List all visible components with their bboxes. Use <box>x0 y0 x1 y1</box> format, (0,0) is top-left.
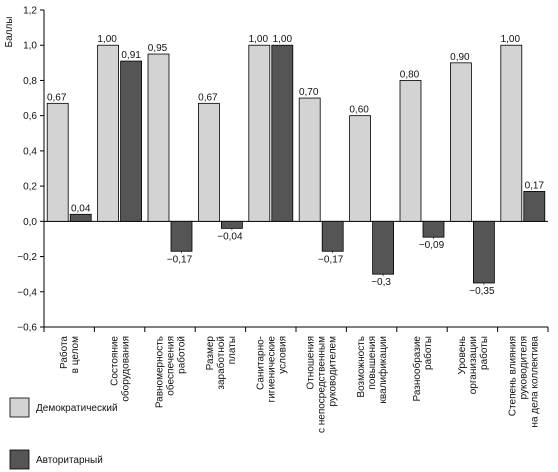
bar-authoritarian <box>120 60 142 222</box>
data-label: 1,00 <box>249 34 269 45</box>
data-label: −0,17 <box>318 254 344 265</box>
category-label-line: условия <box>277 336 288 374</box>
bar-authoritarian <box>271 44 294 222</box>
legend-swatch <box>9 397 30 418</box>
legend: Демократический Авторитарный <box>9 397 118 470</box>
bars <box>46 44 546 284</box>
category-label-line: повышения <box>367 336 378 390</box>
category-label-line: Уровень <box>457 336 468 375</box>
data-label: 0,17 <box>525 180 545 191</box>
bar-authoritarian <box>472 220 495 284</box>
category-label-line: в целом <box>70 336 81 373</box>
category-label: Уровень организации работы <box>457 336 490 394</box>
category-label-line: гигиенические <box>266 336 277 403</box>
category-label: Разнообразие работы <box>411 336 434 402</box>
bar-democratic <box>147 53 170 222</box>
category-label-line: работы <box>478 336 490 370</box>
data-label: 0,04 <box>71 203 91 214</box>
category-label: Размер заработной платы <box>205 336 238 390</box>
category-label-line: Работа <box>58 336 70 369</box>
bar-authoritarian <box>69 213 92 222</box>
category-label-line: руководителя <box>518 336 529 399</box>
data-label: −0,3 <box>371 277 391 288</box>
data-label: −0,09 <box>419 240 445 251</box>
data-labels: 0,67 0,04 1,00 0,91 0,95 −0,17 0,67 −0,04 1,00 1,… <box>47 34 545 297</box>
category-label-line: работы <box>422 336 434 370</box>
category-label: Степень влияния руководителя на дела колле… <box>507 336 540 428</box>
legend-swatch <box>9 449 30 470</box>
data-label: 0,70 <box>299 87 319 98</box>
data-label: 0,67 <box>47 92 67 103</box>
bar-authoritarian <box>523 190 546 222</box>
category-label-line: Степень влияния <box>507 336 518 416</box>
category-label-line: Разнообразие <box>411 336 423 402</box>
category-labels: Работа в целом Состояние оборудования Равном… <box>58 336 540 433</box>
data-label: 0,91 <box>121 50 141 61</box>
y-tick-label: 0,2 <box>23 182 37 193</box>
category-label: Состояние оборудования <box>110 336 132 402</box>
data-label: 0,95 <box>148 43 168 54</box>
category-label: Равномерность обеспечения работой <box>155 336 188 408</box>
category-label: Работа в целом <box>58 336 81 374</box>
category-label-line: оборудования <box>120 336 132 402</box>
bar-democratic <box>248 44 271 222</box>
legend-label: Демократический <box>36 403 118 414</box>
category-label-line: квалификации <box>377 336 389 403</box>
y-tick-label: 1,0 <box>23 41 37 52</box>
bar-democratic <box>500 44 523 222</box>
y-tick-label: −0,4 <box>17 287 37 298</box>
bar-democratic <box>449 62 472 222</box>
category-label-line: Равномерность <box>155 336 166 408</box>
data-label: 1,00 <box>97 34 117 45</box>
data-label: 1,00 <box>501 34 521 45</box>
bar-democratic <box>399 80 422 222</box>
data-label: −0,04 <box>217 231 243 242</box>
category-label-line: Возможность <box>356 336 367 398</box>
category-label-line: заработной <box>215 336 227 390</box>
category-label-line: платы <box>227 336 238 364</box>
category-label-line: обеспечения <box>165 336 177 396</box>
category-label-line: Состояние <box>110 336 121 386</box>
y-tick-label: 0,6 <box>23 111 37 122</box>
bar-authoritarian <box>422 220 445 238</box>
y-tick-label: 0,0 <box>23 217 37 228</box>
y-tick-label: 0,8 <box>23 76 37 87</box>
category-label-line: на дела коллектива <box>529 336 540 428</box>
data-label: 0,60 <box>349 105 369 116</box>
data-label: 1,00 <box>273 34 293 45</box>
category-label-line: Санитарно- <box>255 336 266 390</box>
legend-label: Авторитарный <box>36 455 103 466</box>
y-tick-label: −0,2 <box>17 252 37 263</box>
data-label: −0,17 <box>167 254 193 265</box>
bar-authoritarian <box>321 220 344 252</box>
bar-democratic <box>97 44 119 222</box>
category-label: Санитарно-гигиенические условия <box>255 336 288 403</box>
category-label: Отношения с непосредственным руководителем <box>306 336 339 433</box>
category-label-line: организации <box>468 336 479 394</box>
bar-democratic <box>46 102 69 222</box>
bar-democratic <box>298 97 321 222</box>
data-label: 0,67 <box>198 92 218 103</box>
bar-authoritarian <box>220 220 243 229</box>
y-tick-label: 1,2 <box>23 6 37 17</box>
category-label-line: Отношения <box>306 336 317 390</box>
bar-authoritarian <box>170 220 193 252</box>
category-label-line: с непосредственным <box>317 336 328 433</box>
category-label-line: работой <box>176 336 188 374</box>
data-label: 0,80 <box>400 69 420 80</box>
bar-democratic <box>197 102 220 222</box>
y-tick-label: −0,6 <box>17 323 37 334</box>
category-label-line: руководителем <box>328 336 339 407</box>
bar-authoritarian <box>372 220 395 275</box>
data-label: −0,35 <box>469 286 495 297</box>
y-axis-label: Баллы <box>4 17 15 48</box>
bar-democratic <box>349 115 372 222</box>
y-tick-label: 0,4 <box>23 146 37 157</box>
category-label-line: Размер <box>205 336 216 371</box>
category-label: Возможность повышения квалификации <box>356 336 389 403</box>
data-label: 0,90 <box>450 52 470 63</box>
